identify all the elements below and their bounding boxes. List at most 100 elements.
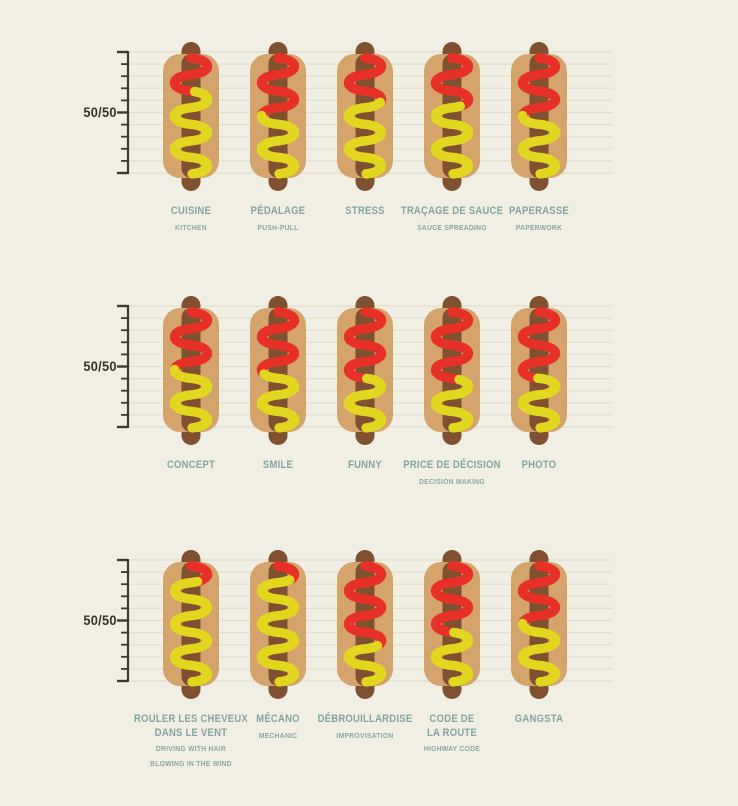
- sausage-mid: [355, 54, 375, 178]
- label-english: HIGHWAY CODE: [423, 744, 481, 753]
- label-english: SAUCE SPREADING: [417, 222, 487, 232]
- mustard-squiggle: [430, 561, 474, 687]
- hotdog-labels: STRESS: [215, 205, 515, 219]
- ketchup-squiggle: [343, 53, 387, 179]
- label-english-group: SAUCE SPREADING: [302, 221, 602, 235]
- label-french: PRICE DE DÉCISION: [403, 459, 501, 471]
- chart-row: [117, 550, 612, 699]
- hotdog: [511, 296, 567, 445]
- mustard-squiggle: [343, 561, 387, 687]
- hotdog-labels: ROULER LES CHEVEUX DANS LE VENT DRIVING WI…: [41, 713, 341, 771]
- label-french: ROULER LES CHEVEUX: [134, 713, 248, 725]
- label-english-group: PAPERWORK: [389, 221, 689, 235]
- label-english-group: MECHANIC: [128, 729, 428, 743]
- sausage-mid: [268, 562, 288, 686]
- hotdog: [337, 296, 393, 445]
- ketchup-squiggle: [256, 307, 300, 433]
- sausage-mid: [442, 308, 462, 432]
- mustard-squiggle: [430, 53, 474, 179]
- label-french: LA ROUTE: [426, 726, 478, 739]
- hotdog: [424, 296, 480, 445]
- sausage-mid: [442, 562, 462, 686]
- hotdog-labels: DÉBROUILLARDISE IMPROVISATION: [215, 713, 515, 743]
- hotdog-labels: MÉCANO MECHANIC: [128, 713, 428, 743]
- ketchup-squiggle: [430, 53, 474, 179]
- hotdog: [424, 42, 480, 191]
- hotdog: [337, 42, 393, 191]
- sausage-mid: [529, 562, 549, 686]
- hotdog: [337, 550, 393, 699]
- hotdog: [163, 550, 219, 699]
- mustard-squiggle: [343, 53, 387, 179]
- hotdog: [250, 296, 306, 445]
- label-english: KITCHEN: [175, 222, 207, 232]
- label-english: MECHANIC: [258, 730, 298, 740]
- mustard-squiggle: [169, 53, 213, 179]
- sausage-mid: [529, 308, 549, 432]
- label-french: PHOTO: [521, 459, 557, 471]
- axis-midpoint-label: 50/50: [83, 104, 117, 120]
- mustard-squiggle: [256, 307, 300, 433]
- label-french: FUNNY: [348, 459, 382, 471]
- sausage-mid: [181, 562, 201, 686]
- sausage-mid: [355, 562, 375, 686]
- sausage-mid: [181, 54, 201, 178]
- label-english-group: DRIVING WITH HAIR BLOWING IN THE WIND: [41, 742, 341, 771]
- label-french: MÉCANO: [256, 713, 300, 725]
- hotdog-labels: GANGSTA: [389, 713, 689, 727]
- sausage-mid: [529, 54, 549, 178]
- hotdog: [424, 550, 480, 699]
- mustard-squiggle: [256, 561, 300, 687]
- ketchup-squiggle: [169, 53, 213, 179]
- mustard-squiggle: [430, 307, 474, 433]
- chart-row: [117, 296, 612, 445]
- sausage-mid: [442, 54, 462, 178]
- hotdog: [163, 296, 219, 445]
- hotdog-labels: PÉDALAGE PUSH-PULL: [128, 205, 428, 235]
- label-english: PUSH-PULL: [257, 222, 299, 232]
- label-french: SMILE: [262, 459, 294, 471]
- ketchup-squiggle: [430, 307, 474, 433]
- hotdog-labels: CUISINE KITCHEN: [41, 205, 341, 235]
- label-english-group: DECISION MAKING: [302, 475, 602, 489]
- hotdog-labels: PRICE DE DÉCISION DECISION MAKING: [302, 459, 602, 489]
- mustard-squiggle: [517, 53, 561, 179]
- label-french: DANS LE VENT: [154, 726, 228, 739]
- hotdog-labels: PAPERASSE PAPERWORK: [389, 205, 689, 235]
- mustard-squiggle: [343, 307, 387, 433]
- hotdog: [250, 550, 306, 699]
- hotdog-labels: TRAÇAGE DE SAUCE SAUCE SPREADING: [302, 205, 602, 235]
- ketchup-squiggle: [517, 307, 561, 433]
- axis-midpoint-label: 50/50: [83, 612, 117, 628]
- chart-row: [117, 42, 612, 191]
- mustard-squiggle: [517, 561, 561, 687]
- label-english-group: PUSH-PULL: [128, 221, 428, 235]
- label-english-group: IMPROVISATION: [215, 729, 515, 743]
- label-english-group: HIGHWAY CODE: [302, 742, 602, 756]
- ketchup-squiggle: [343, 561, 387, 687]
- label-french: PAPERASSE: [509, 205, 569, 217]
- label-english: DRIVING WITH HAIR: [155, 744, 227, 753]
- label-english: IMPROVISATION: [336, 730, 394, 740]
- label-english: DECISION MAKING: [419, 476, 485, 486]
- hotdog-labels: CONCEPT: [41, 459, 341, 473]
- hotdog: [511, 550, 567, 699]
- label-french: CODE DE: [429, 713, 475, 725]
- label-french: STRESS: [345, 205, 385, 217]
- ketchup-squiggle: [430, 561, 474, 687]
- label-french: GANGSTA: [514, 713, 564, 725]
- hotdog-labels: FUNNY: [215, 459, 515, 473]
- hotdog: [511, 42, 567, 191]
- mustard-squiggle: [169, 307, 213, 433]
- label-english: BLOWING IN THE WIND: [150, 759, 232, 768]
- hotdog: [163, 42, 219, 191]
- hotdog-labels: PHOTO: [389, 459, 689, 473]
- mustard-squiggle: [256, 53, 300, 179]
- sausage-mid: [268, 308, 288, 432]
- label-english-group: KITCHEN: [41, 221, 341, 235]
- hotdog-labels: CODE DE LA ROUTE HIGHWAY CODE: [302, 713, 602, 756]
- label-french: DÉBROUILLARDISE: [317, 713, 413, 725]
- sausage-mid: [355, 308, 375, 432]
- sausage-mid: [181, 308, 201, 432]
